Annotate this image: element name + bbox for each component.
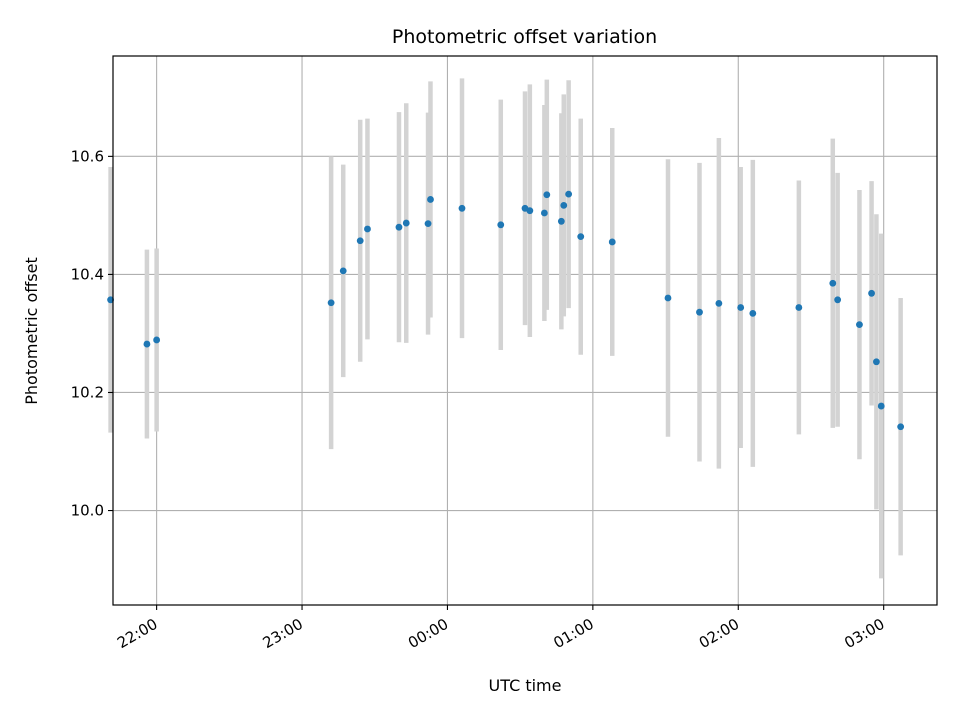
data-point	[897, 423, 905, 431]
data-point	[395, 223, 403, 231]
y-tick-label: 10.2	[71, 383, 104, 401]
data-point	[107, 296, 114, 304]
data-point	[664, 294, 672, 302]
data-point	[497, 221, 505, 229]
data-point	[834, 296, 842, 304]
data-point	[402, 219, 410, 227]
data-point	[715, 299, 723, 307]
data-point	[737, 304, 745, 311]
y-tick-label: 10.4	[71, 265, 104, 283]
data-point	[427, 196, 434, 203]
data-point	[749, 309, 757, 317]
data-point	[795, 304, 803, 311]
data-point	[153, 336, 161, 344]
data-point	[458, 204, 466, 212]
y-tick-label: 10.6	[71, 147, 104, 165]
data-point	[526, 207, 534, 215]
data-point	[856, 321, 863, 328]
point-layer	[107, 190, 905, 431]
data-point	[339, 267, 347, 275]
y-axis-label: Photometric offset	[22, 257, 41, 405]
data-point	[560, 201, 568, 209]
data-point	[565, 190, 573, 198]
data-point	[696, 308, 703, 316]
data-point	[873, 358, 880, 366]
data-point	[829, 279, 837, 287]
data-point	[577, 233, 585, 241]
data-point	[557, 217, 565, 225]
data-point	[143, 340, 151, 348]
chart-title: Photometric offset variation	[392, 26, 657, 48]
data-point	[327, 299, 335, 307]
data-point	[364, 225, 371, 233]
plot-frame	[112, 55, 938, 606]
x-axis-label: UTC time	[489, 676, 562, 695]
data-point	[356, 237, 364, 245]
data-point	[877, 402, 885, 410]
y-tick-label: 10.0	[71, 502, 104, 520]
data-point	[608, 238, 616, 246]
data-point	[868, 289, 875, 297]
data-point	[543, 191, 551, 199]
data-point	[540, 209, 548, 217]
data-point	[424, 220, 432, 228]
